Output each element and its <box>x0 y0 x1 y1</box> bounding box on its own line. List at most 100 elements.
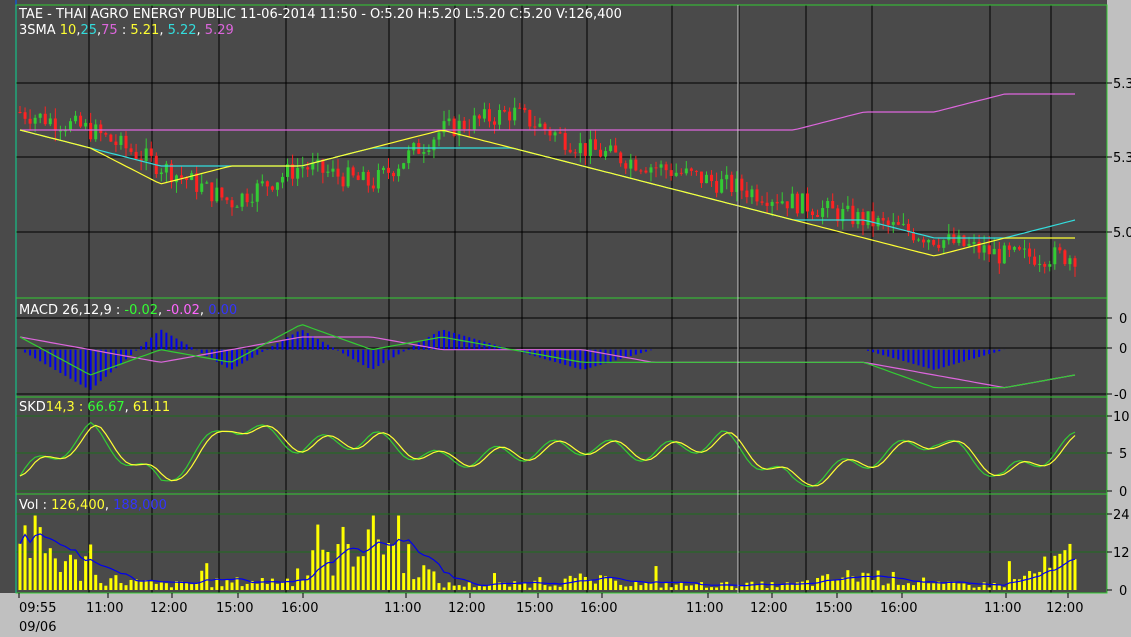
volume-bar <box>689 585 693 590</box>
volume-bar <box>523 582 527 590</box>
volume-bar <box>1023 575 1027 590</box>
volume-bar <box>947 581 951 590</box>
candle-down <box>149 148 153 156</box>
volume-bar <box>684 585 688 590</box>
volume-bar <box>664 583 668 590</box>
volume-bar <box>174 581 178 590</box>
volume-bar <box>533 580 537 590</box>
candle-up <box>800 193 804 214</box>
volume-bar <box>1002 587 1006 590</box>
candle-down <box>977 241 981 253</box>
candle-down <box>760 201 764 203</box>
candle-down <box>811 211 815 216</box>
candle-up <box>1012 246 1016 250</box>
time-label: 09:55 <box>19 601 56 616</box>
volume-axis-ticks: 24 12 0 <box>1107 508 1130 599</box>
volume-bar <box>927 583 931 590</box>
candle-down <box>270 186 274 190</box>
candle-down <box>568 149 572 153</box>
volume-bar <box>205 563 209 590</box>
volume-bar <box>624 586 628 590</box>
volume-bar <box>482 586 486 590</box>
macd-axis-ticks: 0 0 -0 <box>1107 312 1127 403</box>
candle-down <box>134 151 138 160</box>
candle-down <box>593 139 597 150</box>
candle-up <box>947 234 951 241</box>
volume-bar <box>780 584 784 590</box>
volume-bar <box>280 581 284 590</box>
sma-lines <box>19 93 1076 257</box>
volume-bar <box>48 548 52 590</box>
macd-tick: 0 <box>1119 342 1127 357</box>
price-tick: 5.3 <box>1113 151 1131 166</box>
candle-down <box>371 185 375 189</box>
volume-bar <box>952 581 956 590</box>
candle-up <box>588 139 592 156</box>
candle-up <box>159 172 163 175</box>
candle-down <box>477 115 481 119</box>
time-label: 15:00 <box>216 601 253 616</box>
time-label: 11:00 <box>384 601 421 616</box>
volume-bar <box>765 588 769 590</box>
volume-bar <box>629 586 633 590</box>
candle-up <box>866 211 870 226</box>
volume-bar <box>462 586 466 590</box>
sma75-line <box>20 93 1075 131</box>
volume-bar <box>381 554 385 590</box>
volume-bar <box>215 578 219 590</box>
candle-up <box>498 110 502 125</box>
candle-up <box>821 208 825 217</box>
volume-bar <box>361 556 365 590</box>
volume-bar <box>220 586 224 590</box>
candle-down <box>563 132 567 150</box>
candle-down <box>291 164 295 179</box>
candle-down <box>533 126 537 128</box>
volume-bar <box>296 568 300 590</box>
volume-bar <box>63 561 67 590</box>
candle-down <box>765 202 769 206</box>
candle-up <box>205 182 209 184</box>
candle-up <box>407 150 411 164</box>
volume-bar <box>513 581 517 590</box>
volume-bar <box>245 583 249 590</box>
macd-legend: MACD 26,12,9 : -0.02, -0.02, 0.00 <box>19 303 237 318</box>
volume-bar <box>917 582 921 590</box>
volume-bar <box>992 583 996 590</box>
volume-bar <box>800 581 804 590</box>
volume-bar <box>467 582 471 590</box>
candle-up <box>841 208 845 222</box>
candle-down <box>911 232 915 241</box>
volume-bar <box>321 549 325 590</box>
volume-bar <box>200 570 204 590</box>
volume-bar <box>275 583 279 590</box>
candle-down <box>937 244 941 248</box>
volume-bar <box>457 585 461 590</box>
volume-bar <box>785 582 789 590</box>
volume-bar <box>149 581 153 590</box>
candle-down <box>952 234 956 243</box>
volume-bar <box>225 579 229 590</box>
candle-down <box>664 164 668 171</box>
volume-bar <box>33 515 37 590</box>
candle-down <box>997 248 1001 264</box>
candle-up <box>629 159 633 169</box>
volume-bar <box>18 543 22 590</box>
volume-bar <box>1028 571 1032 590</box>
chart-title: TAE - THAI AGRO ENERGY PUBLIC 11-06-2014… <box>18 7 622 22</box>
candle-up <box>48 118 52 125</box>
volume-bar <box>38 527 42 590</box>
candle-down <box>795 193 799 214</box>
volume-bar <box>427 569 431 590</box>
volume-bar <box>649 582 653 590</box>
candle-up <box>705 174 709 184</box>
volume-bar <box>412 579 416 590</box>
candle-down <box>503 110 507 112</box>
volume-bar <box>1017 579 1021 590</box>
volume-bar <box>911 585 915 590</box>
volume-bar <box>472 587 476 590</box>
volume-bar <box>821 575 825 590</box>
candle-down <box>185 177 189 180</box>
candle-up <box>215 187 219 202</box>
volume-bar <box>79 580 83 590</box>
candle-up <box>412 143 416 151</box>
